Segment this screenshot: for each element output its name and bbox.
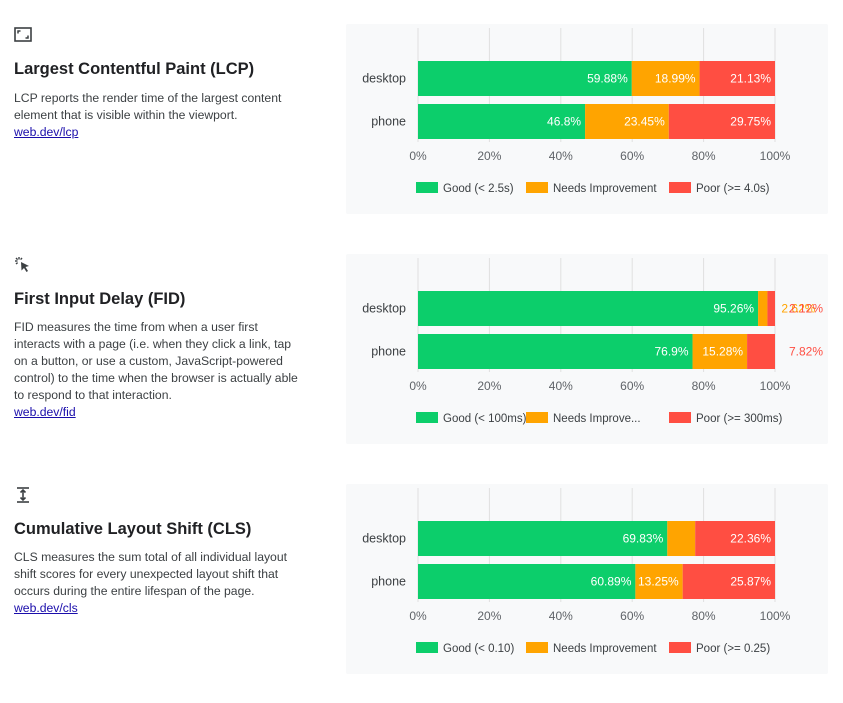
lcp-description-block: LCP reports the render time of the large… [14,90,304,141]
x-tick-label: 80% [692,149,716,163]
bar-segment [418,564,636,599]
category-label: desktop [362,532,406,546]
cls-description: CLS measures the sum total of all indivi… [14,550,288,598]
cls-chart: desktop69.83%7.81%22.36%phone60.89%13.25… [346,484,828,674]
bar-segment [767,291,775,326]
category-label: phone [371,115,406,129]
fid-chart: desktop 95.26% 2.62% 2.12% phone 76.9% 15.28% 7… [346,254,828,444]
data-label: 60.89% [591,575,632,589]
category-label: desktop [362,302,406,316]
cls-chart-svg: desktop69.83%7.81%22.36%phone60.89%13.25… [362,488,791,655]
x-tick-label: 20% [477,609,501,623]
legend-swatch [416,642,438,653]
data-label: 7.82% [789,345,823,359]
bar-segment [747,334,775,369]
lcp-link[interactable]: web.dev/lcp [14,125,79,139]
fid-title: First Input Delay (FID) [14,290,186,308]
legend-label: Good (< 2.5s) [443,183,514,195]
bar-segment [418,334,693,369]
x-tick-label: 20% [477,149,501,163]
data-label: 25.87% [730,575,771,589]
bar-segment [418,104,586,139]
cls-title: Cumulative Layout Shift (CLS) [14,520,252,538]
x-tick-label: 60% [620,609,644,623]
bar-segment [667,521,696,556]
expand-frame-icon [14,26,32,44]
x-tick-label: 60% [620,379,644,393]
data-label: 76.9% [655,345,689,359]
data-label: 18.99% [655,72,696,86]
data-label: 29.75% [730,115,771,129]
category-label: phone [371,345,406,359]
vertical-resize-icon [14,486,32,504]
bar-segment [758,291,768,326]
cls-link[interactable]: web.dev/cls [14,601,78,615]
fid-link[interactable]: web.dev/fid [14,405,76,419]
x-tick-label: 100% [760,379,791,393]
legend-label: Poor (>= 0.25) [696,643,770,655]
x-tick-label: 100% [760,149,791,163]
fid-description: FID measures the time from when a user f… [14,320,298,402]
x-tick-label: 100% [760,609,791,623]
x-tick-label: 80% [692,379,716,393]
data-label: 15.28% [702,345,743,359]
bar-segment [668,104,775,139]
legend-swatch [416,412,438,423]
x-tick-label: 40% [549,609,573,623]
data-label: 22.36% [730,532,771,546]
bar-segment [631,61,700,96]
legend-swatch [416,182,438,193]
cls-description-block: CLS measures the sum total of all indivi… [14,549,304,617]
bar-segment [682,564,776,599]
data-label: 95.26% [713,302,754,316]
bar-segment [418,521,668,556]
lcp-chart: desktop 59.88% 18.99% 21.13% phone 46.8% 23.45… [346,24,828,214]
legend-swatch [669,642,691,653]
category-label: desktop [362,72,406,86]
data-label: 2.12% [789,302,823,316]
lcp-title: Largest Contentful Paint (LCP) [14,60,255,78]
fid-chart-svg: desktop 95.26% 2.62%2.12% phone 76.9% 15.28% 7… [362,258,823,425]
legend-label: Poor (>= 4.0s) [696,183,770,195]
data-label: 23.45% [624,115,665,129]
bar-segment [418,291,759,326]
bar-segment [695,521,775,556]
bar-segment [699,61,775,96]
legend-label: Needs Improvement [553,183,657,195]
legend-label: Needs Improvement [553,643,657,655]
lcp-chart-svg: desktop 59.88% 18.99% 21.13% phone 46.8% 23.45… [362,28,791,195]
fid-description-block: FID measures the time from when a user f… [14,319,304,421]
bar-segment [692,334,748,369]
x-tick-label: 40% [549,149,573,163]
legend-label: Good (< 100ms) [443,413,527,425]
legend-label: Good (< 0.10) [443,643,514,655]
lcp-description: LCP reports the render time of the large… [14,91,282,122]
legend-label: Poor (>= 300ms) [696,413,782,425]
data-label: 59.88% [587,72,628,86]
category-label: phone [371,575,406,589]
data-label: 13.25% [638,575,679,589]
cursor-click-icon [14,256,32,274]
legend-swatch [526,412,548,423]
data-label: 2.62% [781,302,815,316]
x-tick-label: 0% [409,379,427,393]
x-tick-label: 20% [477,379,501,393]
data-label: 69.83% [623,532,664,546]
data-label: 46.8% [547,115,581,129]
legend-swatch [669,412,691,423]
bar-segment [585,104,669,139]
x-tick-label: 0% [409,609,427,623]
data-label: 21.13% [730,72,771,86]
x-tick-label: 0% [409,149,427,163]
legend-swatch [669,182,691,193]
x-tick-label: 80% [692,609,716,623]
bar-segment [418,61,632,96]
x-tick-label: 40% [549,379,573,393]
bar-segment [635,564,683,599]
legend-swatch [526,182,548,193]
legend-swatch [526,642,548,653]
x-tick-label: 60% [620,149,644,163]
legend-label: Needs Improve... [553,413,641,425]
